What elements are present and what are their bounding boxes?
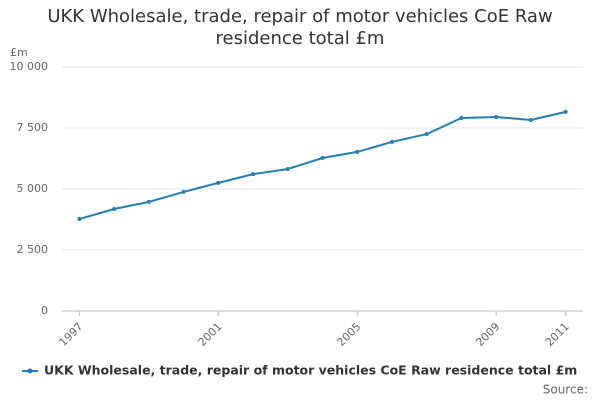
point — [389, 139, 394, 144]
point — [112, 207, 117, 212]
point — [251, 172, 256, 177]
legend-marker — [27, 368, 33, 374]
point — [77, 217, 82, 222]
point — [424, 132, 429, 137]
y-tick-label: 10 000 — [10, 60, 49, 73]
y-tick-label: 7 500 — [17, 121, 49, 134]
point — [285, 166, 290, 171]
chart-title: UKK Wholesale, trade, repair of motor ve… — [47, 6, 553, 49]
point — [355, 149, 360, 154]
x-tick-label: 1997 — [57, 320, 86, 349]
x-tick-label: 2005 — [334, 320, 363, 349]
point — [528, 117, 533, 122]
point — [146, 199, 151, 204]
legend-label: UKK Wholesale, trade, repair of motor ve… — [44, 363, 577, 378]
point — [181, 189, 186, 194]
y-tick-label: 2 500 — [17, 243, 49, 256]
source: Source: — [543, 383, 588, 397]
point — [494, 115, 499, 120]
point — [216, 180, 221, 185]
x-tick-label: 2001 — [196, 320, 225, 349]
point — [563, 109, 568, 114]
x-tick-label: 2011 — [543, 320, 572, 349]
point — [459, 115, 464, 120]
point — [320, 156, 325, 161]
y-tick-label: 5 000 — [17, 182, 49, 195]
y-axis-label: £m — [10, 46, 28, 59]
y-tick-label: 0 — [41, 304, 48, 317]
x-tick-label: 2009 — [473, 320, 502, 349]
